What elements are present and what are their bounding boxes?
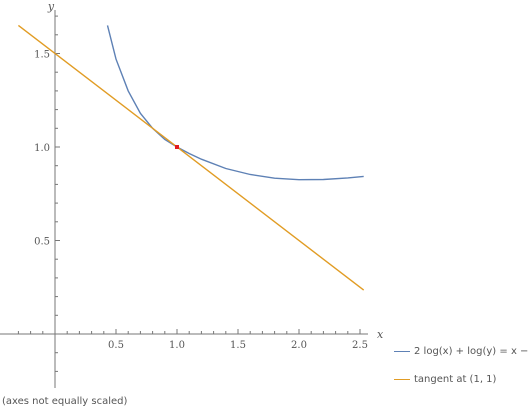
axes: 0.5 1.0 1.5 2.0 2.5 0.5 1.0 1.5 x y	[0, 0, 384, 388]
x-axis-label: x	[377, 328, 384, 341]
x-tick-label: 1.0	[169, 340, 185, 351]
implicit-curve-line	[106, 25, 364, 181]
x-tick-label: 0.5	[108, 340, 124, 351]
tangent-line	[17, 24, 365, 291]
points-layer	[175, 145, 179, 149]
y-axis-label: y	[47, 0, 55, 13]
legend-swatch-tangent	[394, 378, 410, 380]
x-tick-label: 1.5	[230, 340, 246, 351]
series-layer	[17, 24, 365, 291]
y-tick-label: 1.0	[34, 143, 50, 154]
y-tick-label: 1.5	[34, 50, 50, 61]
legend-label-curve: 2 log(x) + log(y) = x − y	[414, 345, 530, 357]
tangent-point	[175, 145, 179, 149]
legend: 2 log(x) + log(y) = x − y tangent at (1,…	[394, 344, 530, 400]
x-tick-label: 2.5	[352, 340, 368, 351]
y-tick-label: 0.5	[34, 237, 50, 248]
legend-label-tangent: tangent at (1, 1)	[414, 373, 497, 385]
legend-item-tangent: tangent at (1, 1)	[394, 372, 530, 386]
legend-item-curve: 2 log(x) + log(y) = x − y	[394, 344, 530, 358]
x-tick-label: 2.0	[291, 340, 307, 351]
axes-scale-note: (axes not equally scaled)	[2, 396, 128, 407]
legend-swatch-curve	[394, 350, 410, 352]
